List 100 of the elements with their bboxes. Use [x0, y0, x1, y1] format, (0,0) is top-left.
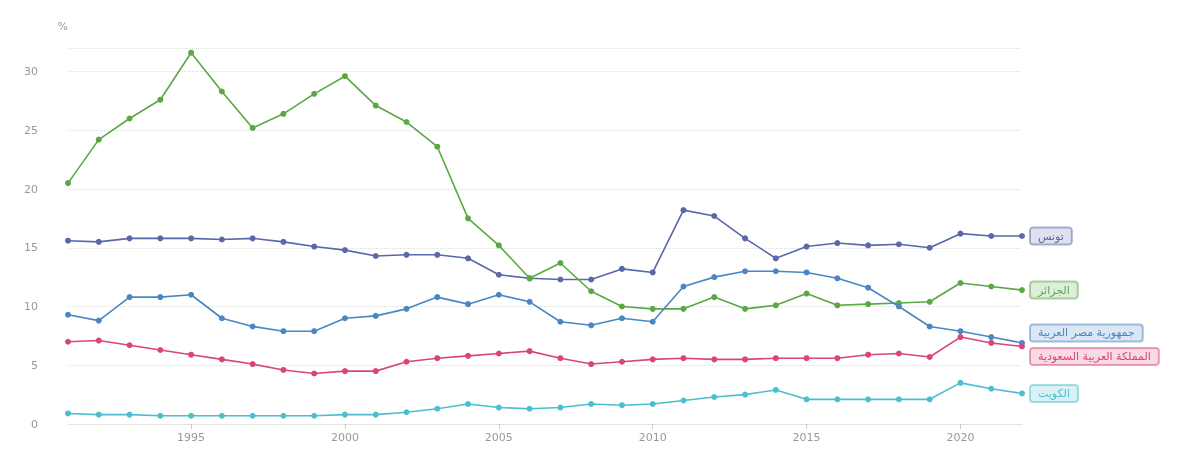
- y-tick-label: 0: [31, 417, 38, 431]
- point: [372, 312, 379, 319]
- point: [311, 243, 318, 250]
- point: [957, 379, 964, 386]
- point: [126, 342, 133, 349]
- series-label: المملكة العربية السعودية: [1038, 349, 1151, 363]
- point: [126, 411, 133, 418]
- point: [188, 49, 195, 56]
- point: [157, 412, 164, 419]
- point: [803, 269, 810, 276]
- point: [65, 311, 71, 318]
- point: [188, 351, 195, 358]
- point: [772, 268, 779, 275]
- point: [926, 244, 933, 251]
- y-tick-label: 10: [24, 300, 38, 313]
- point: [803, 290, 810, 297]
- point: [649, 269, 656, 276]
- point: [957, 334, 964, 341]
- point: [188, 412, 195, 419]
- y-tick-label: 25: [24, 123, 38, 137]
- point: [495, 404, 502, 411]
- point: [311, 412, 318, 419]
- point: [895, 350, 902, 357]
- x-tick-label: 2015: [792, 431, 821, 444]
- point: [649, 305, 656, 312]
- point: [188, 235, 195, 242]
- point: [403, 409, 410, 416]
- point: [926, 396, 933, 403]
- point: [434, 405, 441, 412]
- point: [372, 411, 379, 418]
- point: [403, 358, 410, 365]
- point: [218, 315, 225, 322]
- point: [65, 180, 71, 187]
- point: [926, 298, 933, 305]
- point: [1019, 233, 1025, 239]
- point: [680, 355, 687, 362]
- point: [957, 328, 964, 335]
- series-label: جمهورية مصر العربية: [1038, 326, 1135, 340]
- point: [988, 334, 995, 341]
- point: [280, 366, 287, 373]
- point: [495, 271, 502, 278]
- x-tick-label: 2000: [330, 431, 359, 444]
- point: [557, 318, 564, 325]
- point: [280, 328, 287, 335]
- point: [618, 315, 625, 322]
- point: [772, 355, 779, 362]
- point: [803, 355, 810, 362]
- point: [742, 305, 749, 312]
- point: [557, 404, 564, 411]
- series-label: تونس: [1038, 229, 1064, 243]
- point: [465, 301, 472, 308]
- point: [865, 284, 872, 291]
- point: [834, 396, 841, 403]
- point: [157, 346, 164, 353]
- x-tick-label: 1995: [177, 431, 206, 444]
- point: [403, 251, 410, 258]
- point: [680, 397, 687, 404]
- point: [249, 235, 256, 242]
- point: [834, 302, 841, 309]
- point: [988, 385, 995, 392]
- point: [649, 401, 656, 408]
- point: [895, 396, 902, 403]
- point: [742, 235, 749, 242]
- point: [680, 207, 687, 214]
- point: [588, 276, 595, 283]
- point: [249, 323, 256, 330]
- point: [957, 230, 964, 237]
- point: [526, 405, 533, 412]
- point: [1019, 390, 1025, 397]
- y-tick-label: 15: [24, 241, 38, 255]
- point: [588, 322, 595, 329]
- point: [865, 301, 872, 308]
- point: [834, 275, 841, 282]
- point: [465, 215, 472, 222]
- point: [988, 339, 995, 346]
- point: [465, 401, 472, 408]
- point: [649, 318, 656, 325]
- point: [588, 361, 595, 368]
- point: [434, 355, 441, 362]
- point: [711, 274, 718, 281]
- point: [218, 236, 225, 243]
- point: [772, 255, 779, 262]
- point: [742, 356, 749, 363]
- point: [65, 237, 71, 244]
- point: [218, 412, 225, 419]
- point: [403, 305, 410, 312]
- point: [95, 136, 102, 143]
- x-tick-label: 2020: [946, 431, 975, 444]
- point: [434, 294, 441, 301]
- point: [157, 294, 164, 301]
- point: [95, 411, 102, 418]
- point: [341, 411, 348, 418]
- point: [742, 268, 749, 275]
- point: [988, 283, 995, 290]
- series-label: الجزائر: [1037, 283, 1070, 297]
- point: [218, 356, 225, 363]
- point: [711, 356, 718, 363]
- point: [557, 355, 564, 362]
- point: [372, 252, 379, 259]
- point: [495, 242, 502, 249]
